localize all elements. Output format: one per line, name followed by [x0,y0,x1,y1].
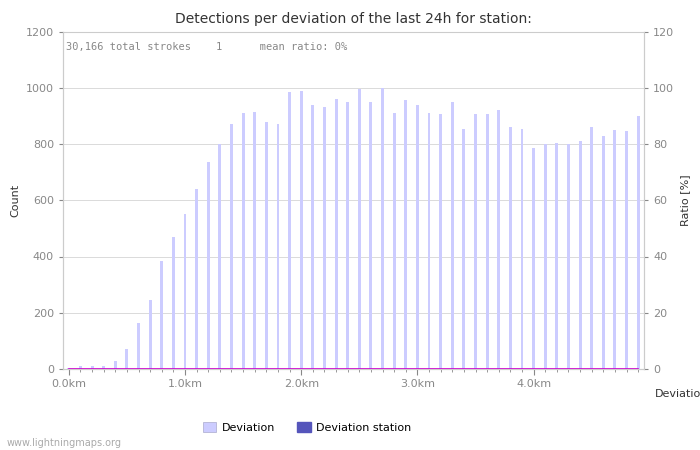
Bar [474,114,477,369]
Bar [544,144,547,369]
Bar [416,105,419,369]
Bar [172,237,175,369]
Bar [79,366,82,369]
Bar [521,129,524,369]
Bar [148,300,152,369]
Bar [253,112,256,369]
Bar [567,144,570,369]
Bar [218,144,221,369]
Bar [206,162,210,369]
Bar [300,90,302,369]
Bar [346,102,349,369]
Bar [486,114,489,369]
Text: www.lightningmaps.org: www.lightningmaps.org [7,438,122,448]
Bar [381,88,384,369]
Bar [393,113,395,369]
Y-axis label: Ratio [%]: Ratio [%] [680,175,689,226]
Bar [137,323,140,369]
Y-axis label: Count: Count [10,184,20,217]
Bar [183,214,186,369]
Bar [625,131,628,369]
Bar [160,261,163,369]
Bar [637,116,640,369]
Bar [195,189,198,369]
Bar [463,129,466,369]
Bar [509,127,512,369]
X-axis label: Deviations: Deviations [655,389,700,399]
Bar [241,113,244,369]
Legend: Percentage station: Percentage station [142,446,274,450]
Bar [613,130,617,369]
Bar [555,143,559,369]
Bar [590,127,593,369]
Bar [230,124,233,369]
Bar [428,113,430,369]
Bar [312,105,314,369]
Bar [579,141,582,369]
Bar [114,360,117,369]
Bar [602,135,605,369]
Bar [439,114,442,369]
Bar [288,92,291,369]
Bar [125,349,128,369]
Bar [90,366,94,369]
Bar [323,108,326,369]
Bar [405,100,407,369]
Bar [497,110,500,369]
Bar [335,99,337,369]
Title: Detections per deviation of the last 24h for station:: Detections per deviation of the last 24h… [175,12,532,26]
Bar [451,102,454,369]
Bar [265,122,268,369]
Bar [358,89,360,369]
Bar [532,148,535,369]
Bar [102,366,105,369]
Text: 30,166 total strokes    1      mean ratio: 0%: 30,166 total strokes 1 mean ratio: 0% [66,42,347,52]
Bar [370,102,372,369]
Bar [276,124,279,369]
Bar [67,368,70,369]
